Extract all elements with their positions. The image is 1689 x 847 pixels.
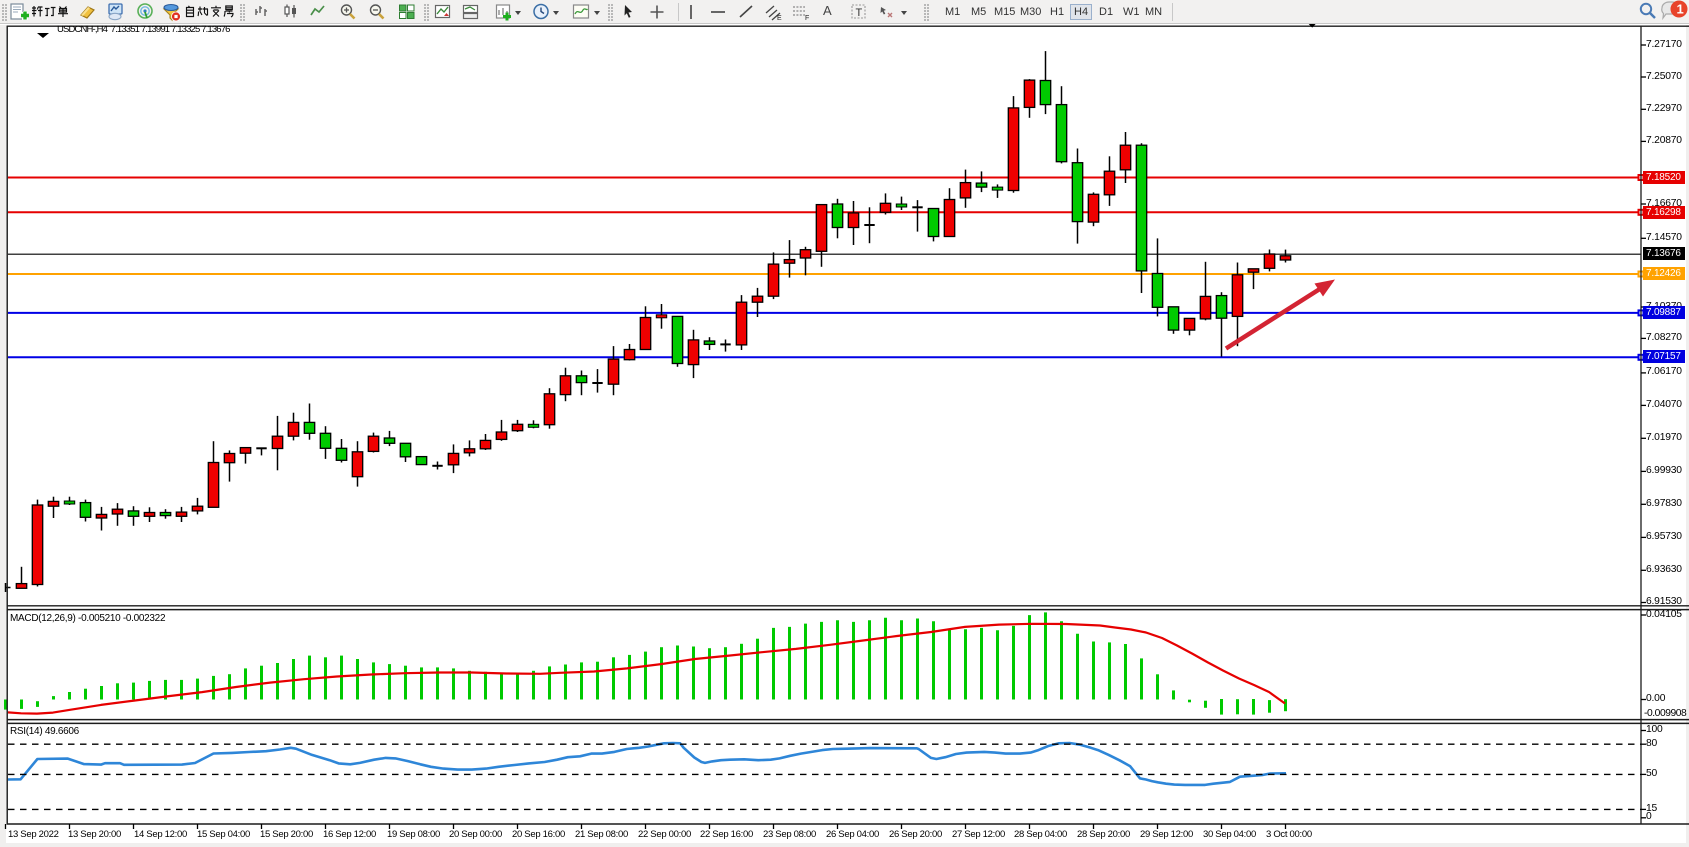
svg-text:E: E: [777, 15, 782, 22]
svg-text:1: 1: [1677, 2, 1684, 17]
svg-text:T: T: [856, 7, 863, 19]
svg-text:F: F: [805, 15, 809, 22]
